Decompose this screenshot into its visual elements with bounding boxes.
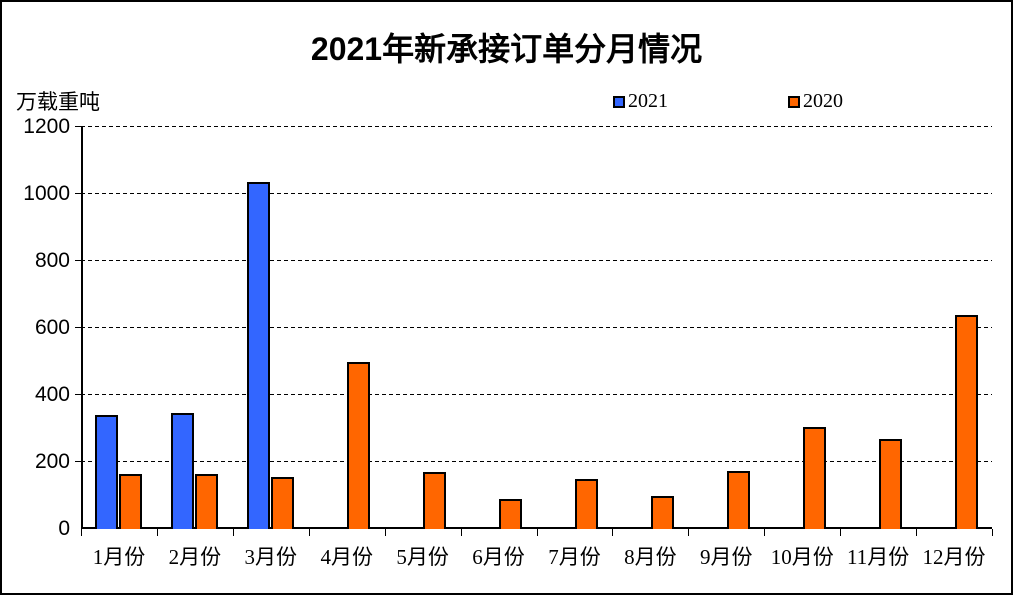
bar-2020-8月份 <box>650 495 674 529</box>
category-group-2月份 <box>157 413 233 529</box>
category-group-7月份 <box>537 478 613 529</box>
category-group-1月份 <box>81 415 157 529</box>
category-group-10月份 <box>764 426 840 529</box>
y-tick-label-200: 200 <box>34 450 70 473</box>
y-axis-unit-label: 万载重吨 <box>16 91 100 114</box>
bar-2020-12月份 <box>954 314 978 529</box>
gridline-1000 <box>81 193 992 194</box>
bar-2020-7月份 <box>574 478 598 529</box>
x-tick-mark <box>612 529 614 536</box>
bar-2020-4月份 <box>347 361 371 529</box>
x-tick-mark <box>232 529 234 536</box>
category-group-6月份 <box>461 498 537 529</box>
gridline-400 <box>81 394 992 395</box>
category-group-8月份 <box>612 495 688 529</box>
gridline-1200 <box>81 126 992 127</box>
y-axis-line <box>81 127 83 529</box>
y-tick-label-1200: 1200 <box>23 115 70 138</box>
legend-swatch-2021-icon <box>613 95 625 108</box>
gridline-200 <box>81 461 992 462</box>
y-tick-mark-1000 <box>75 193 81 194</box>
x-label-2月份: 2月份 <box>168 545 222 569</box>
category-group-5月份 <box>385 472 461 529</box>
legend-label-2021: 2021 <box>628 90 668 112</box>
x-tick-mark <box>916 529 918 536</box>
category-group-9月份 <box>688 471 764 529</box>
y-tick-mark-1200 <box>75 126 81 127</box>
category-group-12月份 <box>916 314 992 529</box>
x-label-12月份: 12月份 <box>922 545 986 569</box>
x-tick-mark <box>81 529 82 536</box>
y-tick-label-800: 800 <box>34 249 70 272</box>
x-tick-mark <box>992 529 993 536</box>
x-label-3月份: 3月份 <box>244 545 298 569</box>
x-tick-mark <box>536 529 538 536</box>
x-tick-mark <box>384 529 386 536</box>
legend-swatch-2020-icon <box>788 95 800 108</box>
x-tick-mark <box>460 529 462 536</box>
x-label-11月份: 11月份 <box>846 545 910 569</box>
gridline-600 <box>81 327 992 328</box>
x-label-1月份: 1月份 <box>92 545 146 569</box>
bar-2021-2月份 <box>171 413 195 529</box>
bar-2020-9月份 <box>726 471 750 529</box>
bar-2020-11月份 <box>878 438 902 529</box>
x-tick-mark <box>156 529 158 536</box>
x-label-10月份: 10月份 <box>770 545 834 569</box>
legend-item-2021: 2021 <box>613 90 668 113</box>
x-tick-mark <box>840 529 842 536</box>
bar-2021-3月份 <box>247 182 271 529</box>
y-tick-mark-200 <box>75 461 81 462</box>
chart-title: 2021年新承接订单分月情况 <box>310 31 703 67</box>
x-axis-line <box>81 527 992 529</box>
gridline-800 <box>81 260 992 261</box>
x-tick-mark <box>764 529 766 536</box>
legend-item-2020: 2020 <box>788 90 843 113</box>
x-tick-mark <box>308 529 310 536</box>
y-tick-mark-400 <box>75 394 81 395</box>
plot-area: 1月份 2月份 3月份 4月份 5月份 6月份 7月份 8月份 9月份 10月份 11月份 12月份 <box>75 126 993 569</box>
bar-2020-10月份 <box>802 426 826 529</box>
x-label-6月份: 6月份 <box>472 545 525 569</box>
legend: 2021 2020 <box>613 90 843 113</box>
bar-2020-6月份 <box>499 498 523 529</box>
category-group-11月份 <box>840 438 916 529</box>
bar-2020-1月份 <box>119 473 143 529</box>
y-tick-mark-600 <box>75 327 81 328</box>
category-group-4月份 <box>309 361 385 529</box>
x-label-5月份: 5月份 <box>396 545 449 569</box>
y-tick-mark-800 <box>75 260 81 261</box>
x-label-9月份: 9月份 <box>700 545 753 569</box>
bar-2020-5月份 <box>423 472 447 529</box>
x-label-4月份: 4月份 <box>320 545 373 569</box>
category-group-3月份 <box>233 182 309 529</box>
legend-label-2020: 2020 <box>803 90 843 112</box>
bar-2020-2月份 <box>195 473 219 529</box>
x-label-8月份: 8月份 <box>624 545 677 569</box>
bar-2020-3月份 <box>271 477 295 529</box>
x-tick-mark <box>688 529 690 536</box>
y-tick-label-0: 0 <box>58 517 70 540</box>
y-tick-label-600: 600 <box>34 316 70 339</box>
x-label-7月份: 7月份 <box>548 545 601 569</box>
y-tick-label-1000: 1000 <box>23 182 70 205</box>
y-tick-label-400: 400 <box>34 383 70 406</box>
bar-2021-1月份 <box>95 415 119 529</box>
